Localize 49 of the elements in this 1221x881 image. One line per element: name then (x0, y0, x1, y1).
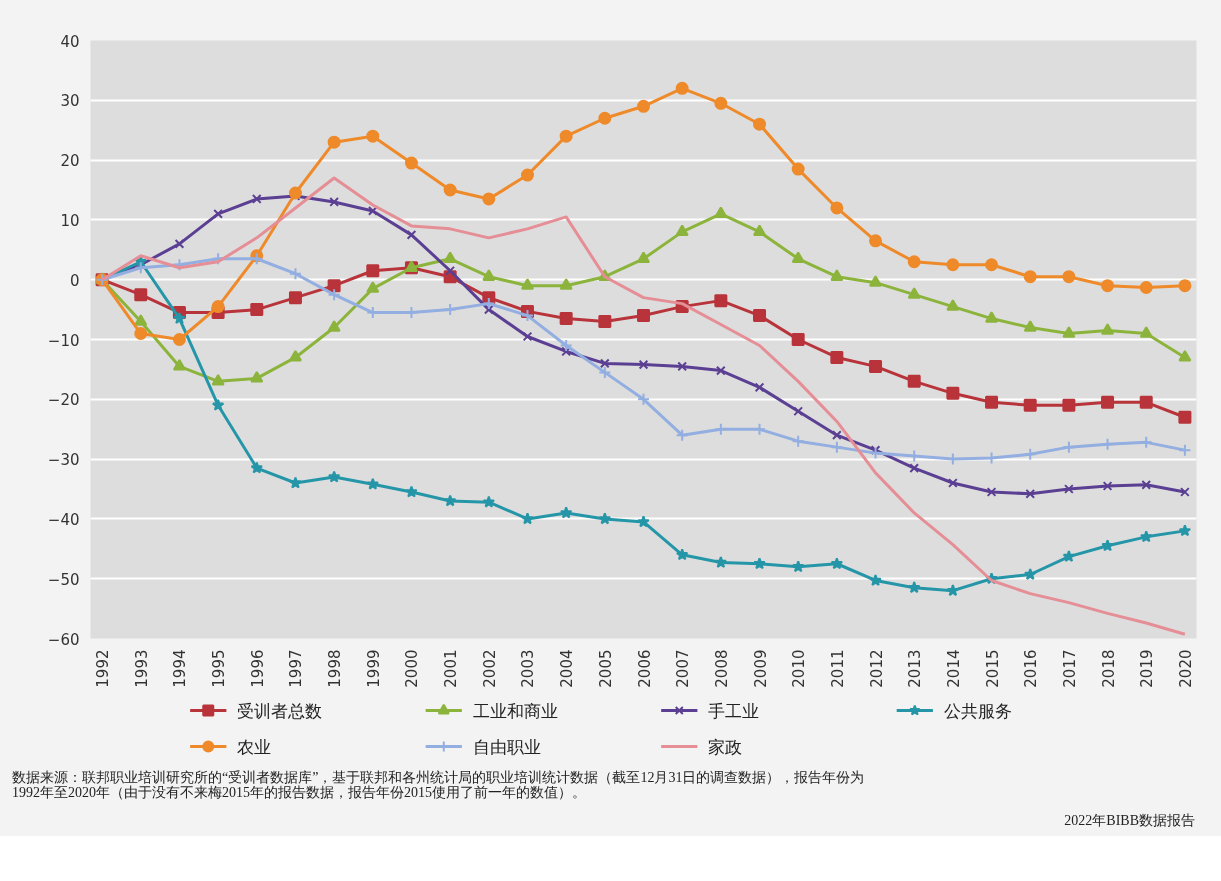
legend-label: 工业和商业 (472, 700, 558, 721)
x-tick-label: 2017 (1060, 649, 1079, 688)
y-tick-label: 30 (60, 92, 80, 111)
x-tick-label: 1994 (171, 649, 190, 688)
legend-label: 家政 (708, 736, 743, 757)
x-tick-label: 2006 (635, 649, 654, 688)
y-tick-label: −10 (47, 331, 80, 350)
x-tick-label: 2018 (1099, 649, 1118, 688)
y-tick-label: −50 (47, 570, 80, 589)
legend-label: 公共服务 (943, 700, 1012, 721)
y-tick-label: 40 (60, 32, 80, 51)
x-tick-label: 2014 (944, 649, 963, 688)
text: 2022年BIBB数据报告 (1064, 811, 1195, 830)
x-tick-label: 2016 (1022, 649, 1041, 688)
y-tick-label: −40 (47, 510, 80, 529)
x-tick-label: 2011 (828, 649, 847, 688)
x-tick-label: 1996 (248, 649, 267, 688)
x-tick-label: 2004 (558, 649, 577, 688)
x-tick-label: 2001 (442, 649, 461, 688)
x-tick-label: 2005 (596, 649, 615, 688)
y-tick-label: −30 (47, 451, 80, 470)
legend-label: 农业 (237, 736, 272, 757)
y-tick-label: 0 (69, 271, 80, 290)
x-tick-label: 2002 (480, 649, 499, 688)
source-note: 数据来源：联邦职业培训研究所的“受训者数据库”，基于联邦和各州统计局的职业培训统计数据（截至12月31日的调查数据），报告年份为1992年至2020年（由于没有不来梅2015年的报告数据，报告年份2015使用了前一年的数值）。 (12, 770, 866, 801)
x-tick-label: 2008 (712, 649, 731, 688)
x-tick-label: 1993 (132, 649, 151, 688)
x-tick-label: 2007 (674, 649, 693, 688)
x-tick-label: 2020 (1176, 649, 1195, 688)
y-tick-label: 10 (60, 211, 80, 230)
y-tick-label: −60 (47, 630, 80, 649)
x-tick-label: 2000 (403, 649, 422, 688)
x-tick-label: 1999 (364, 649, 383, 688)
x-tick-label: 2019 (1138, 649, 1157, 688)
legend-label: 受训者总数 (237, 700, 323, 721)
x-tick-label: 1997 (287, 649, 306, 688)
x-tick-label: 1992 (94, 649, 113, 688)
x-tick-label: 2003 (519, 649, 538, 688)
x-tick-label: 1998 (326, 649, 345, 688)
y-tick-label: 20 (60, 152, 80, 171)
legend-label: 自由职业 (472, 736, 541, 757)
x-tick-label: 2012 (867, 649, 886, 688)
y-tick-label: −20 (47, 391, 80, 410)
x-tick-label: 1995 (210, 649, 229, 688)
x-tick-label: 2013 (906, 649, 925, 688)
x-tick-label: 2015 (983, 649, 1002, 688)
x-tick-label: 2010 (790, 649, 809, 688)
legend-label: 手工业 (708, 700, 760, 721)
x-tick-label: 2009 (751, 649, 770, 688)
